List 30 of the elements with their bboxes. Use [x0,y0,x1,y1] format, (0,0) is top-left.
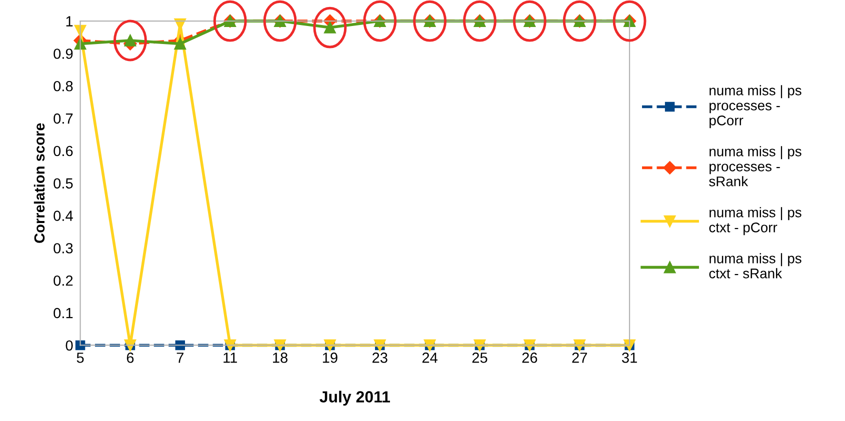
legend-label: numa miss | ps ctxt - pCorr [709,207,802,236]
x-tick-label: 24 [422,352,438,363]
legend-label: numa miss | ps processes - pCorr [710,85,802,128]
point [174,38,186,50]
x-axis-title: July 2011 [320,390,390,406]
y-tick-label: 0.3 [54,243,73,254]
y-tick-label: 0.5 [54,178,73,189]
y-tick-label: 0.2 [54,275,73,286]
x-tick-label: 25 [472,352,488,363]
x-tick-label: 7 [176,352,184,363]
legend-label: numa miss | ps ctxt - sRank [709,253,802,278]
y-tick-label: 0 [66,340,73,351]
x-tick-label: 27 [572,352,587,363]
y-tick-label: 0.4 [54,210,73,221]
y-tick-label: 1 [66,16,73,26]
y-tick-label: 0.6 [54,146,73,156]
x-tick-label: 26 [522,352,538,363]
x-tick-label: 11 [224,352,237,363]
y-tick-label: 0.9 [54,48,73,59]
y-tick-label: 0.8 [54,80,73,92]
x-tick-label: 5 [76,352,84,363]
y-axis-title: Correlation score [34,123,45,243]
legend-label: numa miss | ps processes - sRank [709,146,802,186]
x-tick-label: 23 [372,352,388,363]
x-tick-label: 31 [622,352,637,363]
x-tick-label: 19 [322,352,338,363]
x-tick-label: 6 [126,352,134,363]
x-tick-label: 18 [273,352,288,363]
y-tick-label: 0.1 [54,308,73,318]
y-tick-label: 0.7 [54,113,73,124]
